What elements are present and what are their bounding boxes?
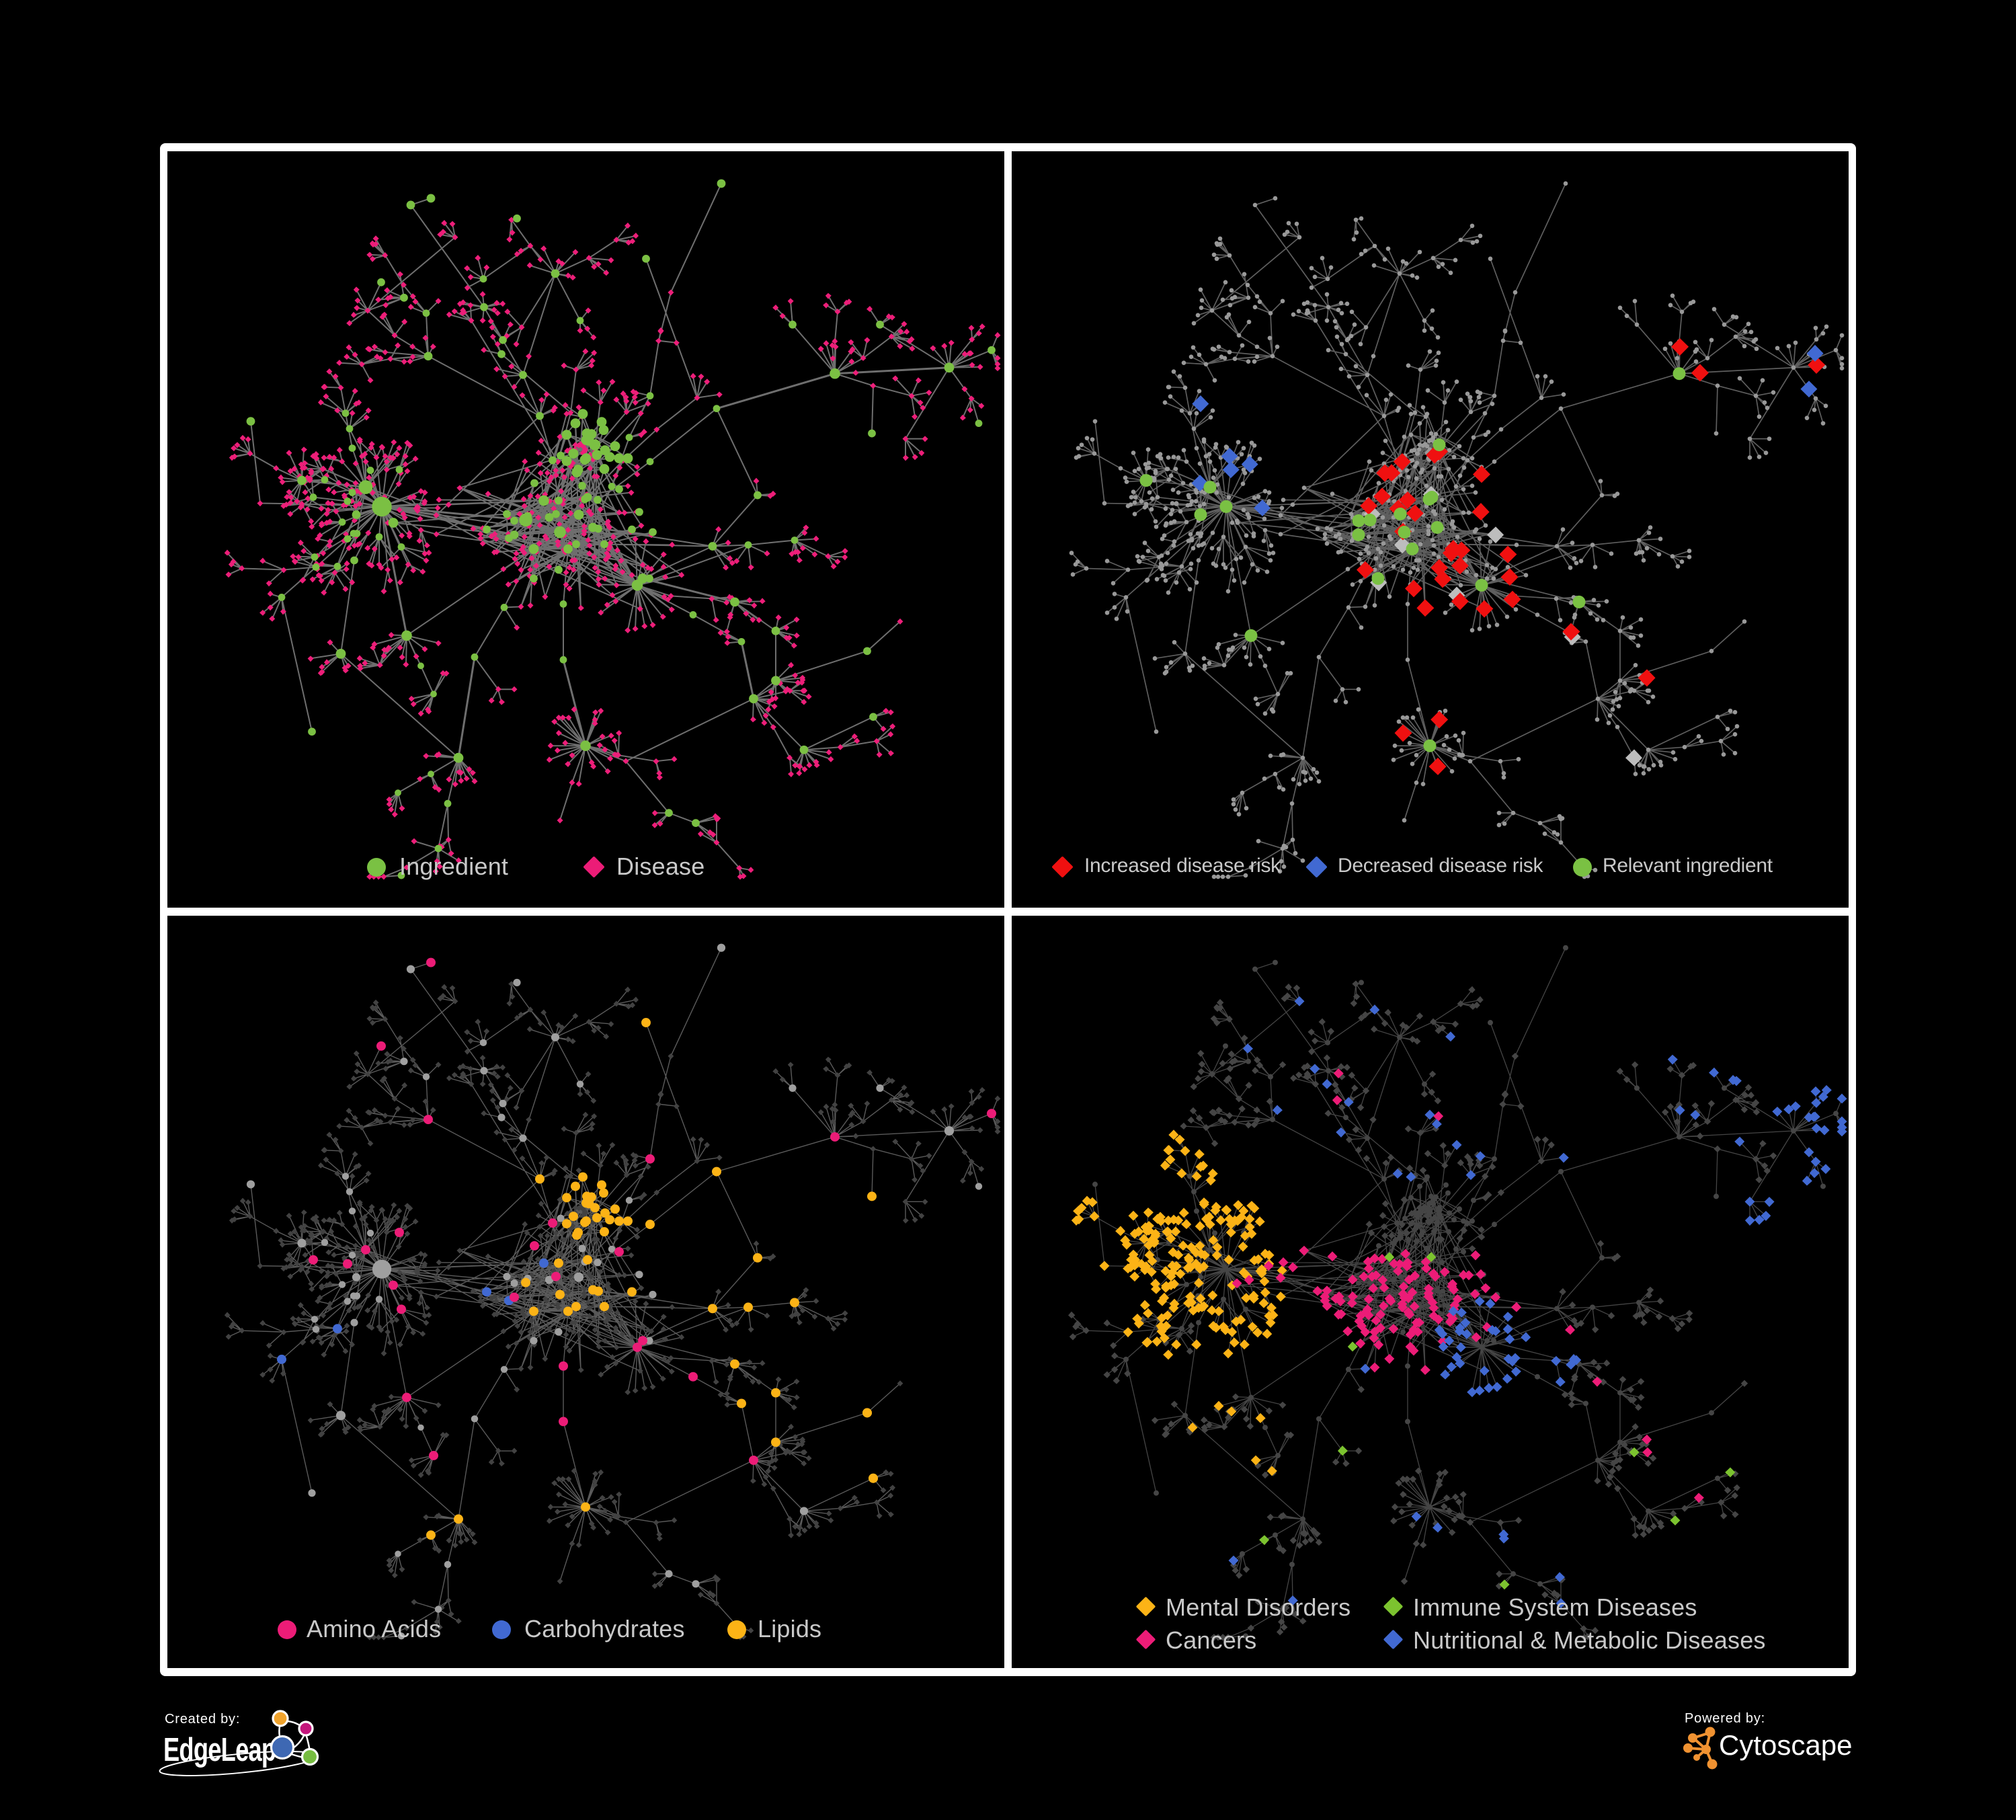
svg-text:Cytoscape: Cytoscape — [1719, 1729, 1852, 1761]
svg-text:Powered by:: Powered by: — [1685, 1711, 1765, 1726]
svg-text:Created by:: Created by: — [165, 1712, 240, 1727]
